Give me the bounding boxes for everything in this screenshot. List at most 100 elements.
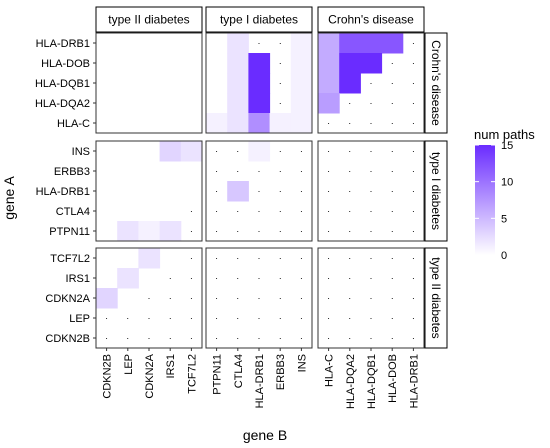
empty-cell-marker: ·: [391, 78, 394, 88]
empty-cell-marker: ·: [391, 98, 394, 108]
empty-cell-marker: ·: [348, 146, 351, 156]
y-tick-label: PTPN11: [49, 226, 90, 238]
heat-cell: [138, 221, 161, 242]
empty-cell-marker: ·: [370, 166, 373, 176]
empty-cell-marker: ·: [391, 333, 394, 343]
y-tick-label: HLA-DQA2: [35, 98, 90, 110]
x-tick-label: INS: [296, 354, 308, 372]
empty-cell-marker: ·: [300, 186, 303, 196]
empty-cell-marker: ·: [215, 226, 218, 236]
empty-cell-marker: ·: [258, 206, 261, 216]
empty-cell-marker: ·: [279, 78, 282, 88]
empty-cell-marker: ·: [236, 166, 239, 176]
empty-cell-marker: ·: [370, 146, 373, 156]
y-tick-label: CTLA4: [56, 206, 90, 218]
empty-cell-marker: ·: [279, 38, 282, 48]
heat-cell: [269, 113, 292, 134]
heat-cell: [248, 113, 271, 134]
heat-cell: [318, 33, 340, 54]
x-tick-label: HLA-DQB1: [366, 354, 378, 409]
legend-colorbar: [475, 145, 495, 255]
x-tick-label: CDKN2A: [144, 353, 156, 398]
empty-cell-marker: ·: [190, 253, 193, 263]
empty-cell-marker: ·: [236, 293, 239, 303]
empty-cell-marker: ·: [391, 293, 394, 303]
empty-cell-marker: ·: [300, 333, 303, 343]
empty-cell-marker: ·: [348, 253, 351, 263]
empty-cell-marker: ·: [279, 166, 282, 176]
empty-cell-marker: ·: [391, 118, 394, 128]
empty-cell-marker: ·: [370, 313, 373, 323]
heat-cell: [227, 93, 249, 114]
y-tick-label: CDKN2A: [45, 293, 90, 305]
heat-cell: [248, 53, 271, 74]
empty-cell-marker: ·: [370, 333, 373, 343]
empty-cell-marker: ·: [412, 206, 415, 216]
row-strip-label: Crohn's disease: [429, 40, 443, 126]
empty-cell-marker: ·: [190, 273, 193, 283]
empty-cell-marker: ·: [327, 273, 330, 283]
row-strip: [424, 140, 448, 242]
legend-tick-label: 5: [501, 213, 507, 225]
column-strip-label: type II diabetes: [108, 13, 189, 27]
heat-cell: [339, 33, 361, 54]
x-tick-label: ERBB3: [275, 354, 287, 390]
empty-cell-marker: ·: [391, 58, 394, 68]
empty-cell-marker: ·: [169, 293, 172, 303]
empty-cell-marker: ·: [348, 118, 351, 128]
empty-cell-marker: ·: [190, 293, 193, 303]
row-strip-label: type I diabetes: [429, 152, 443, 230]
empty-cell-marker: ·: [370, 98, 373, 108]
empty-cell-marker: ·: [412, 273, 415, 283]
empty-cell-marker: ·: [327, 166, 330, 176]
empty-cell-marker: ·: [300, 253, 303, 263]
empty-cell-marker: ·: [327, 146, 330, 156]
x-tick-label: CDKN2B: [102, 354, 114, 399]
empty-cell-marker: ·: [258, 226, 261, 236]
y-tick-label: IRS1: [66, 273, 90, 285]
empty-cell-marker: ·: [215, 166, 218, 176]
y-tick-label: HLA-DQB1: [35, 78, 90, 90]
heat-cell: [227, 181, 249, 202]
panel-r0-c1: [205, 32, 313, 134]
empty-cell-marker: ·: [412, 293, 415, 303]
empty-cell-marker: ·: [215, 273, 218, 283]
empty-cell-marker: ·: [327, 253, 330, 263]
empty-cell-marker: ·: [348, 186, 351, 196]
empty-cell-marker: ·: [279, 253, 282, 263]
empty-cell-marker: ·: [190, 226, 193, 236]
empty-cell-marker: ·: [327, 206, 330, 216]
empty-cell-marker: ·: [258, 253, 261, 263]
y-axis-title: gene A: [1, 176, 17, 220]
empty-cell-marker: ·: [412, 166, 415, 176]
empty-cell-marker: ·: [300, 313, 303, 323]
empty-cell-marker: ·: [236, 313, 239, 323]
heat-cell: [290, 53, 313, 74]
legend-title: num paths: [474, 127, 535, 142]
row-strip: [424, 247, 448, 349]
column-strip: [317, 6, 425, 33]
heat-cell: [360, 33, 383, 54]
empty-cell-marker: ·: [300, 226, 303, 236]
empty-cell-marker: ·: [327, 293, 330, 303]
empty-cell-marker: ·: [258, 186, 261, 196]
empty-cell-marker: ·: [327, 118, 330, 128]
x-tick-label: HLA-DOB: [387, 354, 399, 403]
heat-cell: [360, 53, 383, 74]
column-strip-label: Crohn's disease: [328, 13, 414, 27]
heat-cell: [227, 113, 249, 134]
heat-cell: [227, 33, 249, 54]
y-tick-label: HLA-DOB: [41, 58, 90, 70]
empty-cell-marker: ·: [279, 58, 282, 68]
empty-cell-marker: ·: [370, 293, 373, 303]
empty-cell-marker: ·: [327, 186, 330, 196]
empty-cell-marker: ·: [300, 273, 303, 283]
y-tick-label: LEP: [69, 313, 90, 325]
empty-cell-marker: ·: [370, 226, 373, 236]
x-tick-label: HLA-DRB1: [408, 354, 420, 408]
empty-cell-marker: ·: [348, 166, 351, 176]
empty-cell-marker: ·: [236, 253, 239, 263]
empty-cell-marker: ·: [148, 293, 151, 303]
empty-cell-marker: ·: [236, 273, 239, 283]
y-tick-label: HLA-DRB1: [36, 186, 90, 198]
